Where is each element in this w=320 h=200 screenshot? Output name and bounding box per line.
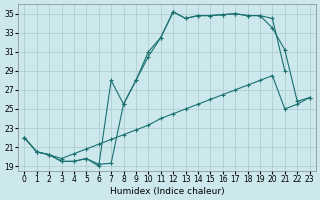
X-axis label: Humidex (Indice chaleur): Humidex (Indice chaleur) — [110, 187, 224, 196]
